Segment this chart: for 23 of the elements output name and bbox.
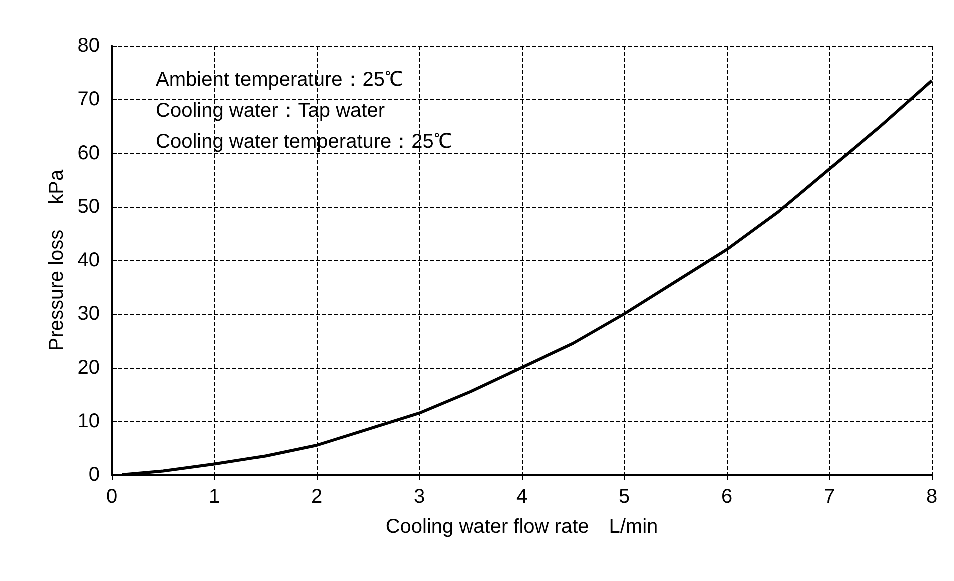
x-tick-label: 4	[516, 486, 528, 508]
x-tick-label: 1	[208, 486, 220, 508]
y-tick-label: 50	[78, 196, 100, 218]
y-tick-label: 70	[78, 88, 100, 111]
y-tick-label: 30	[78, 303, 100, 326]
y-axis-title: Pressure loss kPa	[46, 169, 68, 352]
y-tick-label: 80	[78, 35, 100, 57]
x-tick-label: 6	[721, 486, 733, 508]
y-tick-label: 10	[78, 410, 100, 432]
x-tick-label: 7	[824, 486, 836, 508]
annotation: Ambient temperature：25℃	[156, 69, 404, 91]
x-tick-label: 3	[414, 486, 426, 508]
x-tick-label: 2	[311, 486, 323, 508]
y-tick-label: 40	[78, 250, 100, 272]
y-tick-label: 60	[78, 142, 100, 164]
y-tick-label: 20	[78, 356, 100, 379]
x-tick-label: 5	[618, 486, 630, 508]
annotation: Cooling water temperature：25℃	[156, 131, 452, 153]
x-tick-label: 0	[106, 486, 118, 508]
y-tick-label: 0	[88, 464, 100, 486]
x-tick-label: 8	[926, 486, 938, 508]
annotation: Cooling water：Tap water	[156, 100, 386, 122]
x-axis-title: Cooling water flow rate L/min	[386, 516, 658, 538]
